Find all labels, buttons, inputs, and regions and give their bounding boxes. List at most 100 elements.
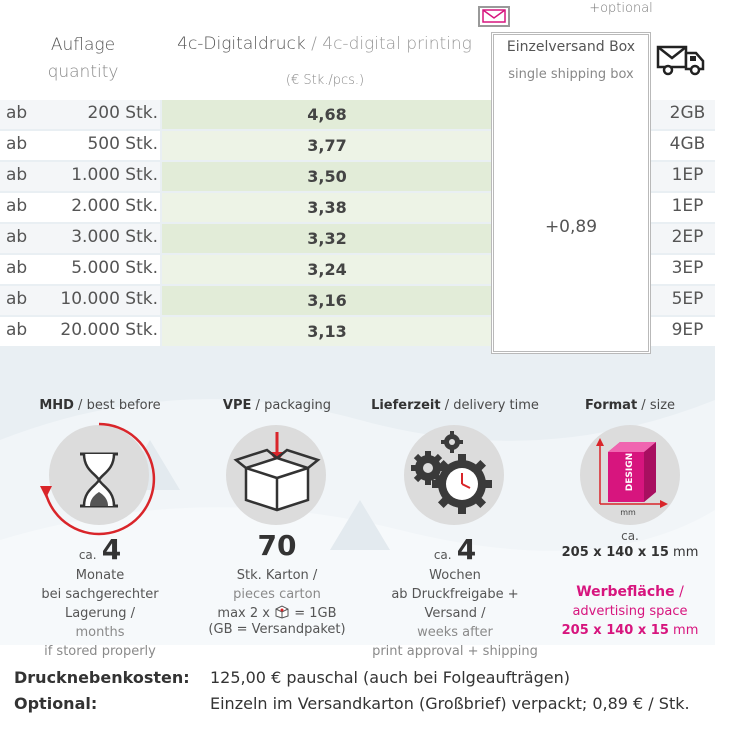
row-prefix: ab (6, 103, 28, 123)
row-quantity: 500 Stk. (87, 134, 158, 154)
price-cell-bg (162, 317, 492, 346)
format-ad-size: 205 x 140 x 15 (561, 623, 669, 638)
row-bg (0, 162, 160, 191)
row-shipping: 1EP (671, 165, 704, 185)
row-bg (0, 255, 160, 284)
vpe-number: 70 (257, 529, 297, 562)
box-icon (233, 432, 321, 512)
print-header: 4c-Digitaldruck / 4c-digital printing (162, 34, 487, 54)
row-prefix: ab (6, 289, 28, 309)
vpe-line-3a: max 2 x (217, 606, 270, 621)
lieferzeit-line-3: weeks after (417, 625, 493, 640)
format-title: Format / size (584, 398, 676, 413)
format-ad-size-unit: mm (673, 623, 699, 638)
row-bg (658, 131, 715, 160)
price-cell-bg (162, 224, 492, 253)
row-bg (0, 131, 160, 160)
row-shipping: 2GB (669, 103, 706, 123)
mhd-number: 4 (101, 533, 122, 566)
price-cell-bg (162, 162, 492, 191)
row-price: 3,77 (307, 136, 347, 155)
lieferzeit-number: 4 (456, 533, 477, 566)
price-cell-bg (162, 193, 492, 222)
format-box-icon: DESIGN mm (596, 438, 668, 517)
row-prefix: ab (6, 227, 28, 247)
footer-l1-text: 125,00 € pauschal (auch bei Folgeaufträg… (210, 668, 570, 687)
envelope-laptop-icon (478, 6, 510, 27)
row-bg (0, 193, 160, 222)
vpe-value: 70 (192, 529, 362, 562)
format-value: ca. 205 x 140 x 15 mm (545, 529, 715, 560)
row-bg (658, 162, 715, 191)
row-price: 3,16 (307, 291, 347, 310)
row-bg (0, 224, 160, 253)
snowy-hills-decoration (0, 399, 715, 645)
mhd-line-1: Monate (75, 568, 125, 583)
delivery-truck-icon (656, 45, 705, 76)
row-price: 3,24 (307, 260, 347, 279)
hourglass-icon (40, 422, 156, 536)
format-ca: ca. (621, 529, 639, 543)
row-shipping: 5EP (671, 289, 704, 309)
row-price: 3,32 (307, 229, 347, 248)
gears-clock-icon (411, 431, 492, 514)
format-size-unit: mm (673, 545, 699, 560)
row-quantity: 5.000 Stk. (71, 258, 158, 278)
print-header-de: 4c-Digitaldruck (177, 34, 306, 54)
feature-vpe: VPE / packaging (192, 398, 362, 413)
vpe-title-de: VPE (222, 398, 252, 413)
row-quantity: 3.000 Stk. (71, 227, 158, 247)
mhd-title: MHD / best before (39, 398, 161, 413)
lieferzeit-text: Wochen ab Druckfreigabe + Versand / week… (370, 566, 540, 661)
row-price: 3,50 (307, 167, 347, 186)
row-bg (658, 286, 715, 315)
footer-l2-text: Einzeln im Versandkarton (Großbrief) ver… (210, 694, 690, 713)
format-ad-text: Werbefläche / advertising space 205 x 14… (545, 583, 715, 640)
row-prefix: ab (6, 134, 28, 154)
mhd-line-2: bei sachgerechter Lagerung / (41, 587, 159, 621)
row-prefix: ab (6, 196, 28, 216)
row-shipping: 4GB (669, 134, 706, 154)
lieferzeit-line-2: ab Druckfreigabe + Versand / (391, 587, 519, 621)
row-quantity: 2.000 Stk. (71, 196, 158, 216)
lieferzeit-line-1: Wochen (429, 568, 481, 583)
format-title-en: size (649, 398, 676, 413)
row-bg (658, 255, 715, 284)
table-row: ab 200 Stk. 4,68 2GB (0, 100, 715, 129)
vpe-title-en: packaging (264, 398, 332, 413)
row-bg (658, 317, 715, 346)
lieferzeit-title-en: delivery time (453, 398, 539, 413)
price-cell-bg (162, 131, 492, 160)
row-shipping: 9EP (671, 320, 704, 340)
feature-format: Format / size (545, 398, 715, 413)
unit-label: (€ Stk./pcs.) (285, 73, 365, 88)
row-prefix: ab (6, 320, 28, 340)
lieferzeit-title-de: Lieferzeit (371, 398, 441, 413)
row-bg (658, 224, 715, 253)
mhd-ca: ca. (78, 548, 97, 562)
vpe-line-2: pieces carton (233, 587, 321, 602)
quantity-header-en: quantity (47, 62, 119, 82)
design-label: DESIGN (625, 453, 635, 491)
mm-label: mm (620, 508, 636, 517)
format-size: 205 x 140 x 15 (561, 545, 669, 560)
row-shipping: 1EP (671, 196, 704, 216)
format-ad-de: Werbefläche (576, 584, 675, 600)
box-header-de: Einzelversand Box (506, 39, 636, 55)
format-title-de: Format (584, 398, 638, 413)
vpe-line-3: max 2 x = 1GB (192, 604, 362, 623)
feature-mhd: MHD / best before (15, 398, 185, 413)
feature-lieferzeit: Lieferzeit / delivery time (370, 398, 540, 413)
row-bg (0, 317, 160, 346)
vpe-text: Stk. Karton / pieces carton max 2 x = 1G… (192, 566, 362, 637)
footer-line-1: Drucknebenkosten: 125,00 € pauschal (auch… (14, 668, 570, 687)
vpe-title: VPE / packaging (222, 398, 332, 413)
row-quantity: 20.000 Stk. (60, 320, 158, 340)
vpe-line-4: (GB = Versandpaket) (208, 622, 346, 637)
footer-line-2: Optional: Einzeln im Versandkarton (Großb… (14, 694, 690, 713)
print-header-en: 4c-digital printing (322, 34, 472, 54)
row-quantity: 1.000 Stk. (71, 165, 158, 185)
row-price: 3,38 (307, 198, 347, 217)
row-shipping: 3EP (671, 258, 704, 278)
